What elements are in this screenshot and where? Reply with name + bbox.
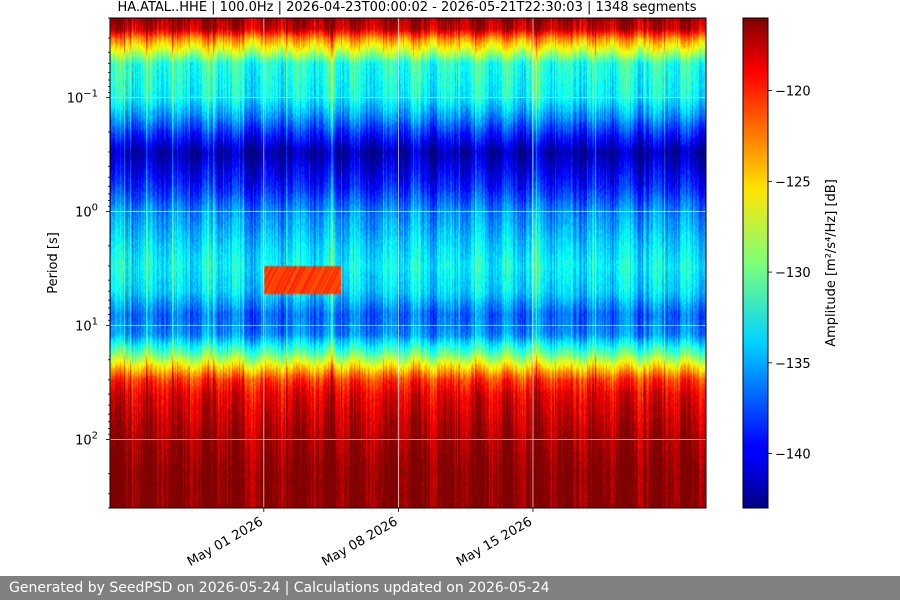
- y-axis-label: Period [s]: [46, 232, 61, 294]
- footer-text: Generated by SeedPSD on 2026-05-24 | Cal…: [9, 580, 550, 596]
- psd-figure: HA.ATAL..HHE | 100.0Hz | 2026-04-23T00:0…: [46, 0, 839, 570]
- chart-title: HA.ATAL..HHE | 100.0Hz | 2026-04-23T00:0…: [117, 0, 696, 15]
- y-tick-label: 102: [75, 430, 98, 448]
- x-axis: May 01 2026 May 08 2026 May 15 2026: [185, 508, 535, 570]
- y-axis: 10−1 100 101 102: [67, 17, 110, 509]
- colorbar-tick-label: −140: [775, 448, 811, 463]
- y-tick-label: 100: [75, 203, 98, 221]
- colorbar-tick-label: −120: [775, 85, 811, 100]
- y-tick-label: 101: [75, 316, 98, 334]
- colorbar-label: Amplitude [m²/s⁴/Hz] [dB]: [824, 179, 839, 347]
- grid-lines: [110, 18, 706, 508]
- plot-frame: [109, 17, 707, 509]
- colorbar-tick-label: −135: [775, 357, 811, 372]
- x-tick-label: May 08 2026: [319, 514, 400, 569]
- footer-bar: Generated by SeedPSD on 2026-05-24 | Cal…: [0, 576, 900, 600]
- y-tick-label: 10−1: [67, 89, 98, 107]
- colorbar-gradient: [742, 17, 769, 509]
- colorbar-tick-label: −125: [775, 175, 811, 190]
- colorbar-axis: −120 −125 −130 −135 −140: [768, 85, 811, 463]
- x-tick-label: May 01 2026: [185, 514, 266, 569]
- colorbar: −120 −125 −130 −135 −140 Amplitude [m²/s⁴/Hz…: [742, 17, 839, 509]
- colorbar-tick-label: −130: [775, 266, 811, 281]
- spectrogram-heatmap: [110, 18, 706, 508]
- x-tick-label: May 15 2026: [454, 514, 535, 569]
